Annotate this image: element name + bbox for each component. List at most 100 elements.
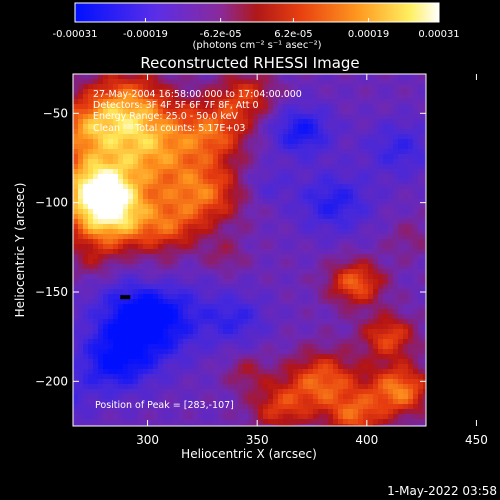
heatmap-cell	[213, 144, 218, 149]
heatmap-cell	[98, 359, 103, 364]
heatmap-cell	[253, 289, 258, 294]
heatmap-cell	[263, 99, 268, 104]
heatmap-cell	[368, 214, 373, 219]
heatmap-cell	[188, 299, 193, 304]
heatmap-cell	[368, 264, 373, 269]
heatmap-cell	[138, 304, 143, 309]
heatmap-cell	[193, 209, 198, 214]
heatmap-cell	[368, 189, 373, 194]
heatmap-cell	[283, 209, 288, 214]
heatmap-cell	[353, 229, 358, 234]
heatmap-cell	[398, 334, 403, 339]
heatmap-cell	[153, 129, 158, 134]
heatmap-cell	[318, 189, 323, 194]
heatmap-cell	[228, 169, 233, 174]
heatmap-cell	[223, 159, 228, 164]
heatmap-cell	[238, 199, 243, 204]
heatmap-cell	[113, 409, 118, 414]
heatmap-cell	[128, 99, 133, 104]
heatmap-cell	[358, 189, 363, 194]
heatmap-cell	[248, 239, 253, 244]
heatmap-cell	[228, 139, 233, 144]
heatmap-cell	[118, 94, 123, 99]
heatmap-cell	[343, 234, 348, 239]
heatmap-cell	[363, 294, 368, 299]
heatmap-cell	[103, 269, 108, 274]
heatmap-cell	[233, 94, 238, 99]
heatmap-cell	[283, 384, 288, 389]
heatmap-cell	[83, 279, 88, 284]
heatmap-cell	[338, 254, 343, 259]
heatmap-cell	[218, 359, 223, 364]
heatmap-cell	[258, 379, 263, 384]
heatmap-cell	[243, 94, 248, 99]
heatmap-cell	[158, 94, 163, 99]
heatmap-cell	[368, 174, 373, 179]
heatmap-cell	[283, 154, 288, 159]
heatmap-cell	[388, 399, 393, 404]
heatmap-cell	[393, 189, 398, 194]
heatmap-cell	[223, 254, 228, 259]
heatmap-cell	[328, 319, 333, 324]
heatmap-cell	[178, 369, 183, 374]
heatmap-cell	[313, 274, 318, 279]
heatmap-cell	[383, 109, 388, 114]
heatmap-cell	[148, 384, 153, 389]
heatmap-cell	[213, 399, 218, 404]
heatmap-cell	[373, 279, 378, 284]
heatmap-cell	[78, 284, 83, 289]
heatmap-cell	[413, 179, 418, 184]
heatmap-cell	[328, 264, 333, 269]
heatmap-cell	[83, 254, 88, 259]
heatmap-cell	[143, 229, 148, 234]
heatmap-cell	[368, 94, 373, 99]
heatmap-cell	[368, 344, 373, 349]
heatmap-cell	[153, 184, 158, 189]
heatmap-cell	[333, 84, 338, 89]
heatmap-cell	[253, 84, 258, 89]
heatmap-cell	[203, 239, 208, 244]
heatmap-cell	[118, 99, 123, 104]
heatmap-cell	[238, 369, 243, 374]
heatmap-cell	[378, 244, 383, 249]
heatmap-cell	[338, 204, 343, 209]
heatmap-cell	[373, 129, 378, 134]
heatmap-cell	[273, 89, 278, 94]
heatmap-cell	[423, 124, 426, 129]
heatmap-cell	[403, 134, 408, 139]
heatmap-cell	[233, 134, 238, 139]
heatmap-cell	[208, 224, 213, 229]
heatmap-cell	[198, 224, 203, 229]
heatmap-cell	[268, 134, 273, 139]
heatmap-cell	[418, 149, 423, 154]
heatmap-cell	[158, 239, 163, 244]
heatmap-cell	[83, 264, 88, 269]
heatmap-cell	[328, 124, 333, 129]
heatmap-cell	[178, 214, 183, 219]
heatmap-cell	[398, 344, 403, 349]
heatmap-cell	[203, 324, 208, 329]
heatmap-cell	[308, 369, 313, 374]
heatmap-cell	[133, 189, 138, 194]
heatmap-cell	[318, 329, 323, 334]
heatmap-cell	[313, 379, 318, 384]
heatmap-cell	[228, 149, 233, 154]
heatmap-cell	[203, 334, 208, 339]
heatmap-cell	[398, 319, 403, 324]
heatmap-cell	[423, 229, 426, 234]
heatmap-cell	[343, 129, 348, 134]
heatmap-cell	[308, 94, 313, 99]
heatmap-cell	[323, 384, 328, 389]
heatmap-cell	[248, 234, 253, 239]
heatmap-cell	[243, 414, 248, 419]
heatmap-cell	[98, 89, 103, 94]
heatmap-cell	[218, 174, 223, 179]
heatmap-cell	[273, 149, 278, 154]
heatmap-cell	[328, 359, 333, 364]
heatmap-cell	[108, 229, 113, 234]
heatmap-cell	[278, 309, 283, 314]
heatmap-cell	[138, 389, 143, 394]
heatmap-cell	[213, 349, 218, 354]
heatmap-cell	[128, 269, 133, 274]
heatmap-cell	[118, 124, 123, 129]
